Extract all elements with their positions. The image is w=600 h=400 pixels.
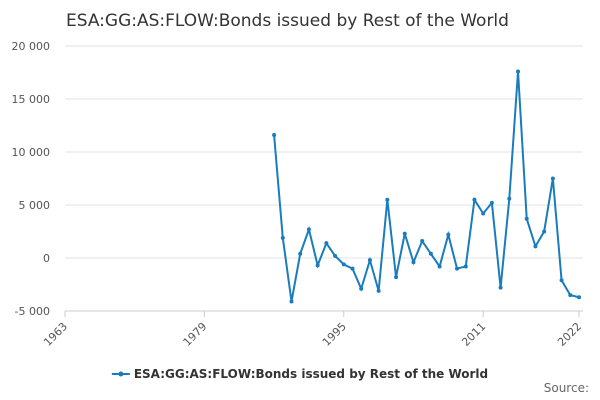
data-point: [446, 232, 451, 237]
data-point: [333, 253, 338, 258]
x-tick-label: 1979: [181, 320, 210, 349]
x-tick-label: 1963: [41, 320, 70, 349]
y-tick-label: 15 000: [12, 93, 51, 106]
y-tick-label: 10 000: [12, 146, 51, 159]
data-point: [394, 275, 399, 280]
data-point: [533, 244, 538, 249]
data-point: [280, 235, 285, 240]
data-point: [341, 262, 346, 267]
data-point: [411, 260, 416, 265]
data-point: [481, 211, 486, 216]
data-point: [437, 264, 442, 269]
data-point: [272, 133, 277, 138]
data-point: [385, 197, 390, 202]
data-point: [306, 227, 311, 232]
data-point: [472, 197, 477, 202]
data-point: [420, 239, 425, 244]
data-point: [455, 266, 460, 271]
data-point: [376, 288, 381, 293]
x-tick-label: 2022: [555, 320, 584, 349]
data-point: [559, 278, 564, 283]
data-point: [516, 69, 521, 74]
y-tick-label: 5 000: [19, 199, 51, 212]
data-point: [359, 286, 364, 291]
data-point: [350, 266, 355, 271]
source: Source:: [544, 381, 589, 395]
data-point: [463, 264, 468, 269]
data-point: [289, 299, 294, 304]
legend-item: ESA:GG:AS:FLOW:Bonds issued by Rest of t…: [111, 367, 488, 381]
legend-marker: [118, 371, 124, 377]
data-point: [577, 295, 581, 300]
legend-label: ESA:GG:AS:FLOW:Bonds issued by Rest of t…: [134, 367, 488, 381]
data-point: [489, 200, 494, 205]
y-tick-label: 0: [43, 252, 50, 265]
x-tick-label: 2011: [459, 320, 488, 349]
data-line: [273, 71, 580, 302]
data-point: [315, 263, 320, 268]
data-point: [498, 285, 503, 290]
y-tick-label: -5 000: [15, 305, 50, 318]
data-point: [550, 176, 555, 181]
data-point: [428, 251, 433, 256]
data-point: [367, 258, 372, 263]
chart-title: ESA:GG:AS:FLOW:Bonds issued by Rest of t…: [66, 11, 509, 31]
data-point: [298, 251, 303, 256]
data-point: [542, 229, 547, 234]
data-point: [568, 293, 573, 298]
y-tick-label: 20 000: [12, 40, 51, 53]
data-point: [324, 241, 329, 246]
data-point: [524, 216, 529, 221]
x-tick-label: 1995: [320, 320, 349, 349]
data-point: [402, 231, 407, 236]
data-point: [507, 196, 512, 201]
